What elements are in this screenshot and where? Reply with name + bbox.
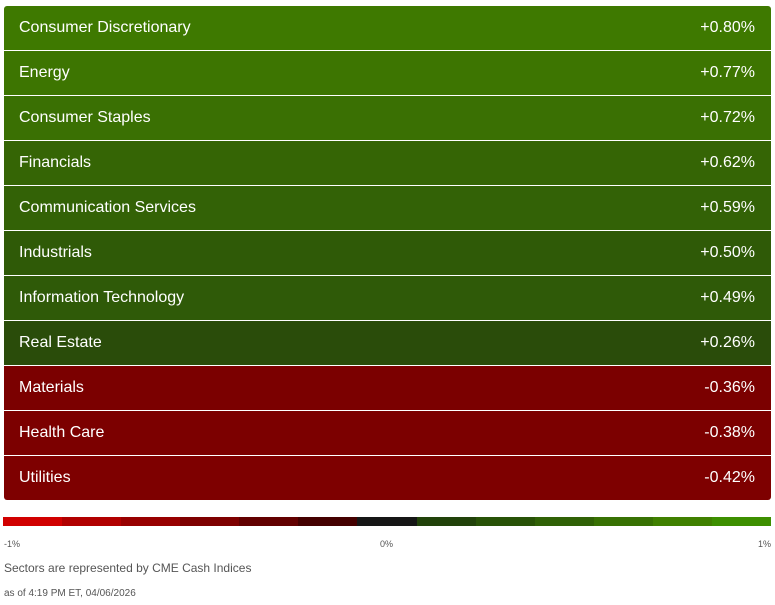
scale-max-label: 1% — [757, 539, 771, 549]
sector-change: +0.80% — [700, 19, 755, 36]
sector-change: +0.72% — [700, 109, 755, 126]
sector-name: Financials — [19, 154, 92, 171]
source-note: Sectors are represented by CME Cash Indi… — [4, 561, 252, 575]
scale-segment — [180, 517, 240, 526]
sector-row[interactable]: Consumer Staples +0.72% — [4, 96, 771, 141]
sector-name: Industrials — [19, 244, 92, 261]
sector-row[interactable]: Communication Services +0.59% — [4, 186, 771, 231]
scale-segment — [593, 517, 653, 526]
scale-segment — [711, 517, 772, 526]
sector-change: -0.38% — [704, 424, 755, 441]
sector-change: +0.77% — [700, 64, 755, 81]
scale-segment — [3, 517, 63, 526]
scale-segment — [298, 517, 358, 526]
sector-name: Materials — [19, 379, 84, 396]
sector-name: Real Estate — [19, 334, 102, 351]
sector-row[interactable]: Materials -0.36% — [4, 366, 771, 411]
sector-row[interactable]: Financials +0.62% — [4, 141, 771, 186]
sector-name: Utilities — [19, 469, 71, 486]
sector-name: Information Technology — [19, 289, 185, 306]
scale-segment — [534, 517, 594, 526]
scale-mid-label: 0% — [380, 539, 394, 549]
sector-row[interactable]: Information Technology +0.49% — [4, 276, 771, 321]
sector-change: -0.42% — [704, 469, 755, 486]
scale-segment — [416, 517, 476, 526]
scale-segment — [62, 517, 122, 526]
scale-segment — [475, 517, 535, 526]
sector-name: Energy — [19, 64, 70, 81]
sector-name: Communication Services — [19, 199, 196, 216]
sector-row[interactable]: Industrials +0.50% — [4, 231, 771, 276]
sector-row[interactable]: Utilities -0.42% — [4, 456, 771, 500]
sector-change: +0.59% — [700, 199, 755, 216]
sector-change: -0.36% — [704, 379, 755, 396]
sector-row[interactable]: Consumer Discretionary +0.80% — [4, 6, 771, 51]
timestamp: as of 4:19 PM ET, 04/06/2026 — [4, 588, 136, 599]
scale-segment — [121, 517, 181, 526]
sector-list: Consumer Discretionary +0.80% Energy +0.77%… — [4, 6, 771, 500]
scale-segment — [357, 517, 417, 526]
sector-row[interactable]: Real Estate +0.26% — [4, 321, 771, 366]
sector-change: +0.26% — [700, 334, 755, 351]
scale-segment — [239, 517, 299, 526]
sector-name: Consumer Staples — [19, 109, 151, 126]
sector-name: Health Care — [19, 424, 105, 441]
sector-row[interactable]: Health Care -0.38% — [4, 411, 771, 456]
scale-min-label: -1% — [4, 539, 21, 549]
sector-row[interactable]: Energy +0.77% — [4, 51, 771, 96]
sector-change: +0.50% — [700, 244, 755, 261]
scale-segment — [652, 517, 712, 526]
sector-change: +0.62% — [700, 154, 755, 171]
color-scale-bar — [3, 517, 772, 526]
sector-change: +0.49% — [700, 289, 755, 306]
sector-name: Consumer Discretionary — [19, 19, 191, 36]
